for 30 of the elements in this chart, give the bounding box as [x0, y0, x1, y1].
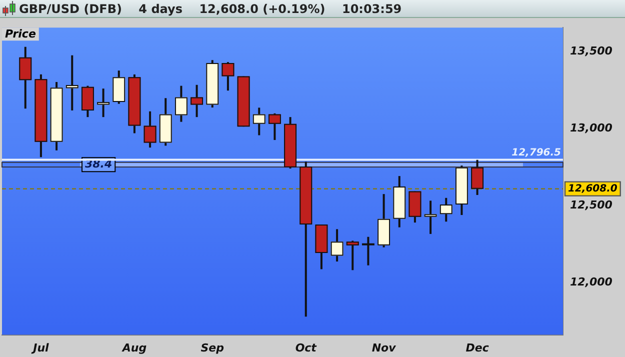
x-tick-label: Nov	[372, 341, 397, 354]
candlestick	[97, 88, 110, 118]
y-tick-label: 13,500	[570, 44, 613, 58]
candlestick	[268, 112, 281, 142]
candlestick	[190, 84, 204, 118]
candlestick	[222, 61, 234, 92]
candlestick	[471, 158, 484, 196]
candlestick	[362, 236, 374, 266]
candlestick	[252, 106, 266, 136]
y-axis-title: Price	[5, 27, 36, 40]
ref-line-label: 12,796.5	[512, 147, 562, 158]
candlestick	[66, 54, 78, 112]
candlestick	[424, 200, 437, 235]
y-tick-label: 13,000	[570, 121, 613, 134]
candlestick	[144, 110, 156, 149]
ref-line-label: 12,608.0	[568, 183, 618, 194]
candlestick	[81, 84, 94, 118]
candlestick	[346, 240, 359, 272]
x-tick-label: Jul	[31, 341, 50, 354]
x-tick-label: Sep	[200, 341, 224, 354]
candlestick	[330, 228, 344, 263]
y-tick-label: 12,500	[570, 198, 613, 212]
x-tick-label: Aug	[121, 341, 147, 354]
y-tick-label: 12,000	[570, 275, 613, 288]
candlestick	[440, 196, 452, 223]
candlestick	[19, 46, 32, 110]
candlestick	[174, 84, 188, 123]
x-tick-label: Dec	[466, 341, 490, 354]
x-tick-label: Oct	[295, 341, 318, 354]
chart-title: GBP/USD (DFB) 4 days 12,608.0 (+0.19%) 10:03:59	[19, 2, 402, 16]
